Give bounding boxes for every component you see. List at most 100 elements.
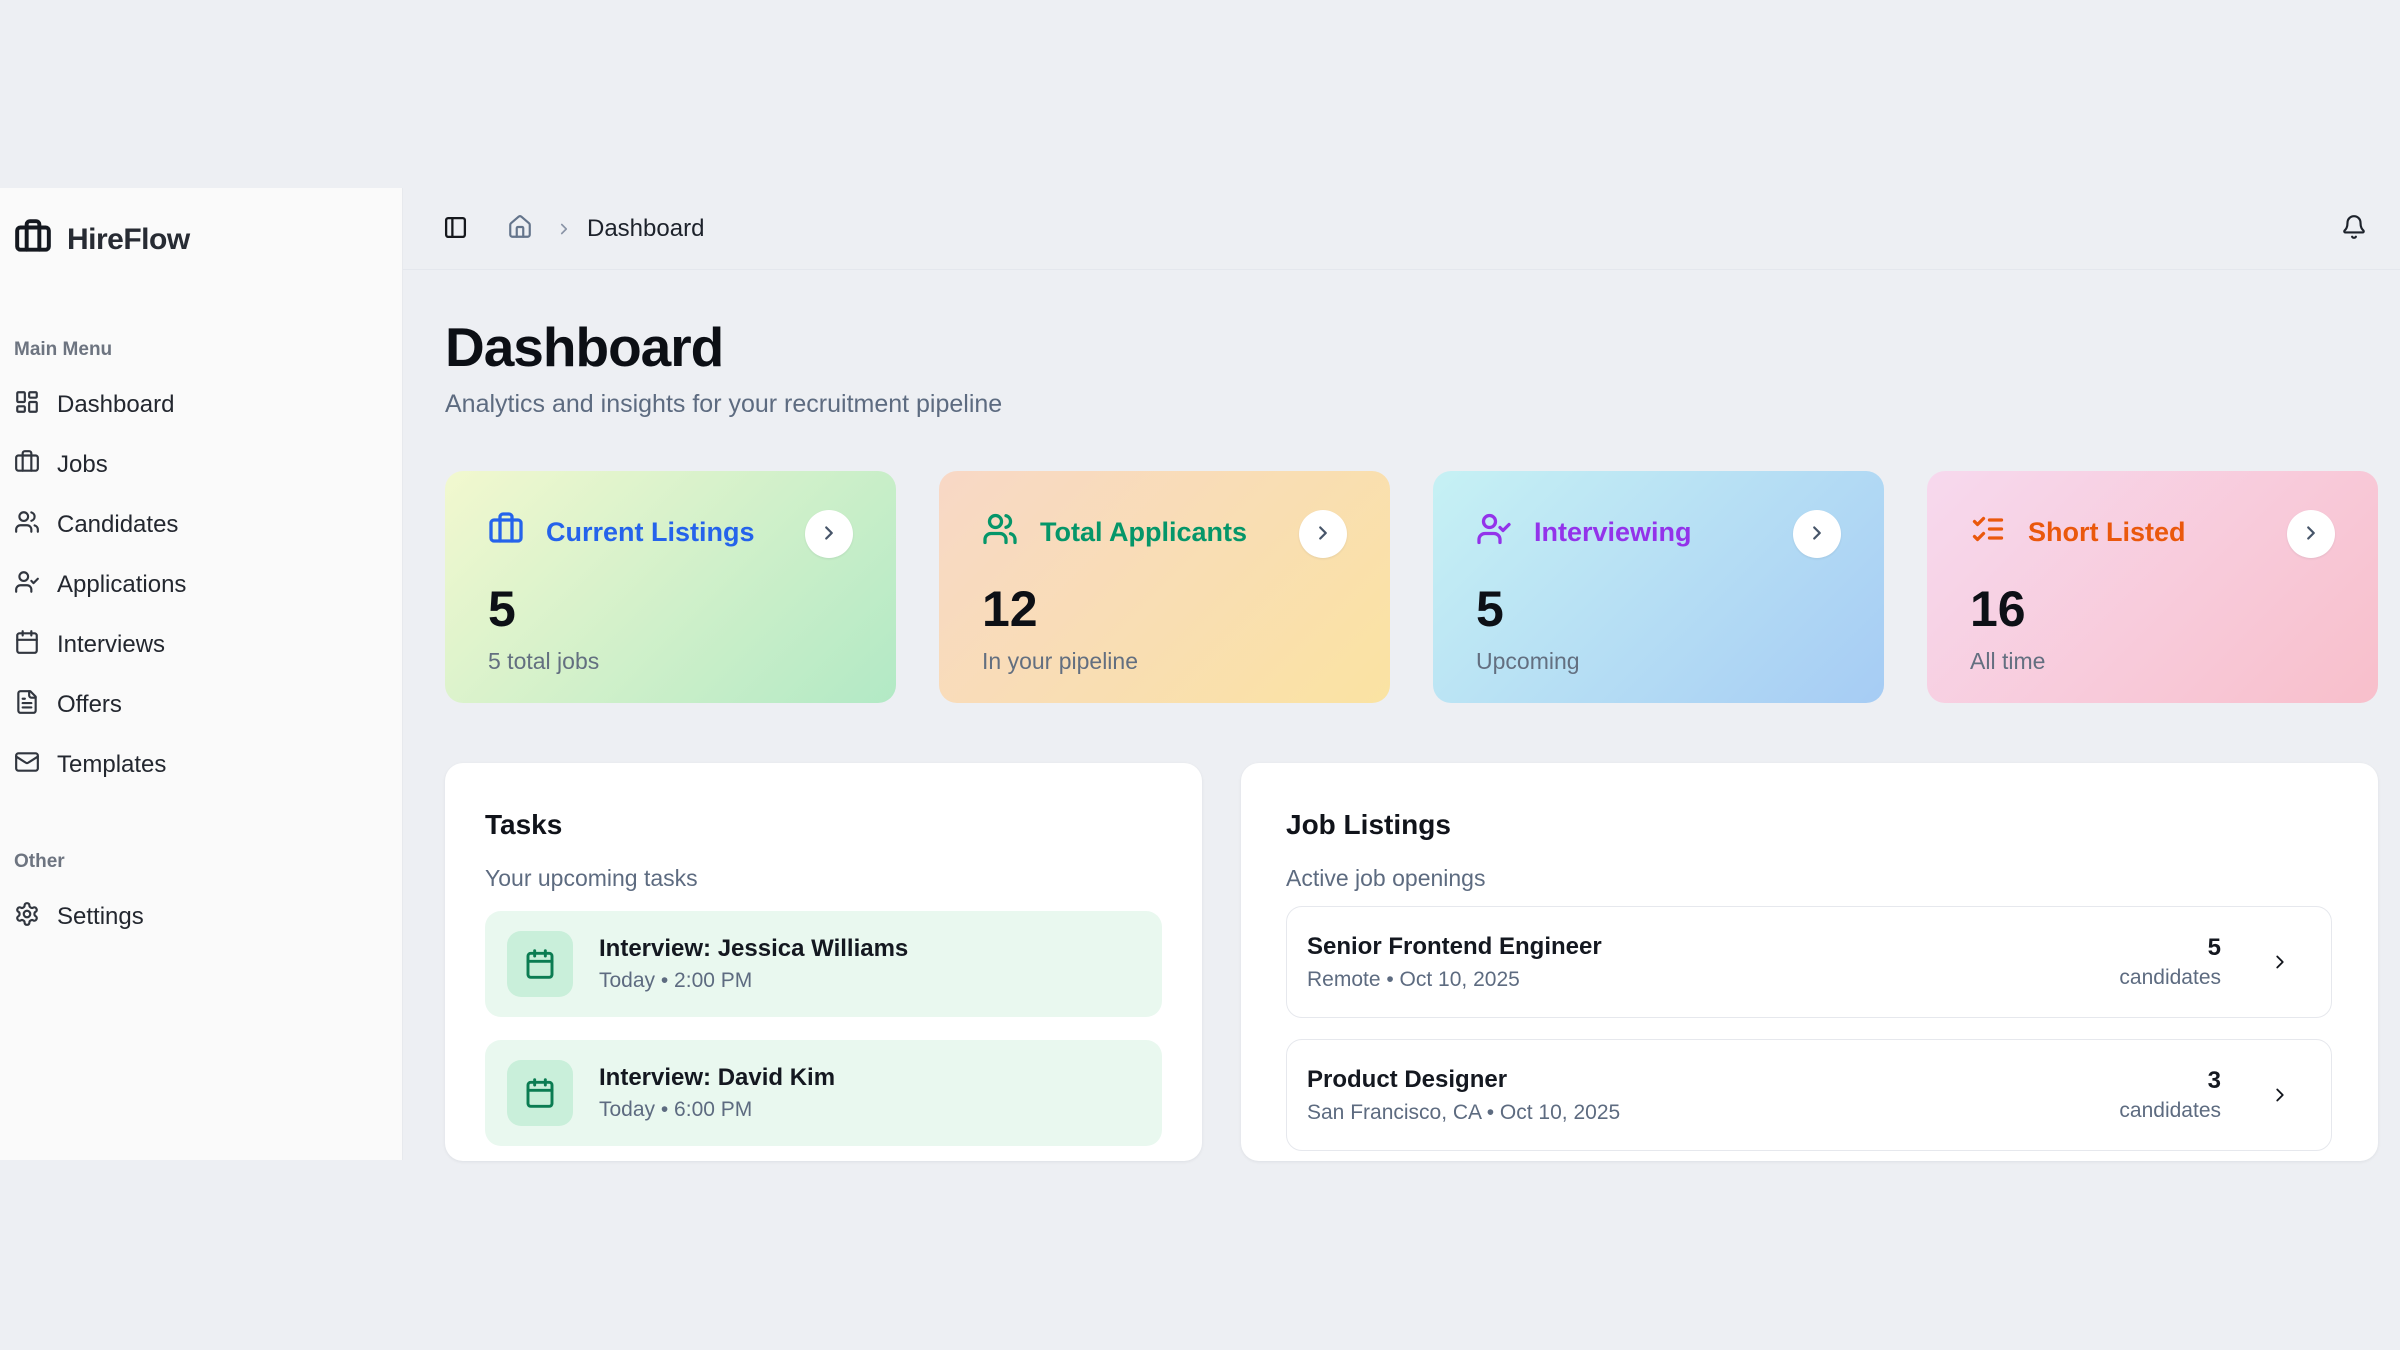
calendar-icon: [507, 1060, 573, 1127]
calendar-icon: [507, 931, 573, 998]
stat-card-header: Total Applicants: [982, 511, 1347, 554]
chevron-right-icon: [1312, 522, 1334, 547]
stats-row: Current Listings 5 5 total jobs Total Ap…: [445, 471, 2378, 704]
stat-card-interviewing[interactable]: Interviewing 5 Upcoming: [1433, 471, 1884, 704]
brand-link[interactable]: HireFlow: [12, 218, 392, 261]
sidebar-nav: Main Menu Dashboard Jobs Candidates Appl…: [12, 339, 392, 941]
breadcrumb-home-button[interactable]: [507, 214, 533, 243]
stat-card-header: Interviewing: [1476, 511, 1841, 554]
briefcase-icon: [488, 511, 524, 554]
task-item[interactable]: Interview: David Kim Today • 6:00 PM: [485, 1040, 1162, 1147]
job-list: Senior Frontend Engineer Remote • Oct 10…: [1286, 906, 2332, 1152]
stat-arrow-button[interactable]: [1793, 510, 1841, 559]
job-listings-title: Job Listings: [1286, 809, 1451, 841]
sidebar-item-jobs[interactable]: Jobs: [12, 441, 392, 489]
stat-sublabel: 5 total jobs: [488, 648, 600, 675]
chevron-right-icon: [818, 522, 840, 547]
stat-card-total-applicants[interactable]: Total Applicants 12 In your pipeline: [939, 471, 1390, 704]
panel-left-icon: [443, 215, 468, 243]
stat-arrow-button[interactable]: [2287, 510, 2335, 559]
page-title: Dashboard: [445, 316, 724, 378]
job-text: Product Designer San Francisco, CA • Oct…: [1307, 1066, 2119, 1125]
sidebar-item-label: Candidates: [57, 511, 179, 538]
tasks-subtitle: Your upcoming tasks: [485, 865, 698, 892]
stat-value: 5: [488, 581, 516, 638]
job-meta: Remote • Oct 10, 2025: [1307, 967, 1520, 991]
users-icon: [14, 509, 40, 542]
app-window: HireFlow Main Menu Dashboard Jobs Candid…: [0, 188, 2400, 1162]
sidebar-item-applications[interactable]: Applications: [12, 561, 392, 609]
job-title: Product Designer: [1307, 1065, 1508, 1093]
stat-arrow-button[interactable]: [805, 510, 853, 559]
job-listings-subtitle: Active job openings: [1286, 865, 1486, 892]
tasks-card: Tasks Your upcoming tasks Interview: Jes…: [445, 763, 1202, 1162]
stat-sublabel: In your pipeline: [982, 648, 1138, 675]
nav-section-main-menu: Main Menu: [14, 339, 113, 360]
sidebar-item-offers[interactable]: Offers: [12, 681, 392, 729]
mail-icon: [14, 749, 40, 782]
task-meta: Today • 2:00 PM: [599, 969, 753, 993]
chevron-right-icon: [1806, 522, 1828, 547]
job-listing-row[interactable]: Senior Frontend Engineer Remote • Oct 10…: [1286, 906, 2332, 1019]
job-candidate-count: 3 candidates: [2119, 1067, 2221, 1123]
job-listings-card: Job Listings Active job openings Senior …: [1241, 763, 2378, 1162]
stat-value: 5: [1476, 581, 1504, 638]
calendar-icon: [14, 629, 40, 662]
app-title: HireFlow: [67, 222, 190, 256]
chevron-right-icon: [2269, 1084, 2291, 1106]
users-icon: [982, 511, 1018, 554]
sidebar-item-label: Interviews: [57, 631, 166, 658]
page-subtitle: Analytics and insights for your recruitm…: [445, 390, 1003, 419]
task-list: Interview: Jessica Williams Today • 2:00…: [485, 911, 1162, 1147]
user-check-icon: [14, 569, 40, 602]
briefcase-icon: [14, 449, 40, 482]
sidebar-item-dashboard[interactable]: Dashboard: [12, 381, 392, 429]
home-icon: [507, 214, 533, 243]
notifications-button[interactable]: [2341, 214, 2367, 243]
job-text: Senior Frontend Engineer Remote • Oct 10…: [1307, 933, 2119, 992]
bottom-row: Tasks Your upcoming tasks Interview: Jes…: [445, 763, 2378, 1162]
job-candidate-count: 5 candidates: [2119, 934, 2221, 990]
stat-card-short-listed[interactable]: Short Listed 16 All time: [1927, 471, 2378, 704]
chevron-right-icon: [2269, 951, 2291, 973]
stat-sublabel: All time: [1970, 648, 2046, 675]
chevron-right-icon: [2300, 522, 2322, 547]
gear-icon: [14, 901, 40, 934]
sidebar-item-label: Settings: [57, 903, 144, 930]
task-item[interactable]: Interview: Jessica Williams Today • 2:00…: [485, 911, 1162, 1018]
job-count-label: candidates: [2119, 966, 2221, 990]
sidebar-item-label: Jobs: [57, 451, 108, 478]
job-meta: San Francisco, CA • Oct 10, 2025: [1307, 1100, 1621, 1124]
sidebar-item-label: Dashboard: [57, 391, 175, 418]
sidebar-item-templates[interactable]: Templates: [12, 741, 392, 789]
stat-card-current-listings[interactable]: Current Listings 5 5 total jobs: [445, 471, 896, 704]
breadcrumb-current[interactable]: Dashboard: [587, 214, 705, 242]
top-bar: Dashboard: [403, 188, 2400, 270]
stat-card-header: Current Listings: [488, 511, 853, 554]
sidebar-item-settings[interactable]: Settings: [12, 893, 392, 941]
stat-arrow-button[interactable]: [1299, 510, 1347, 559]
sidebar-toggle-button[interactable]: [443, 215, 468, 243]
nav-section-other: Other: [14, 851, 65, 872]
task-meta: Today • 6:00 PM: [599, 1098, 753, 1122]
task-text: Interview: David Kim Today • 6:00 PM: [599, 1064, 835, 1122]
list-checks-icon: [1970, 511, 2006, 554]
stat-label: Short Listed: [2028, 517, 2186, 548]
stat-sublabel: Upcoming: [1476, 648, 1580, 675]
task-text: Interview: Jessica Williams Today • 2:00…: [599, 935, 908, 993]
dashboard-grid-icon: [14, 389, 40, 422]
sidebar: HireFlow Main Menu Dashboard Jobs Candid…: [0, 188, 403, 1160]
stat-value: 16: [1970, 581, 2026, 638]
file-text-icon: [14, 689, 40, 722]
sidebar-item-interviews[interactable]: Interviews: [12, 621, 392, 669]
job-count-value: 5: [2207, 934, 2221, 962]
stat-label: Total Applicants: [1040, 517, 1248, 548]
task-title: Interview: David Kim: [599, 1064, 836, 1092]
job-listing-row[interactable]: Product Designer San Francisco, CA • Oct…: [1286, 1039, 2332, 1152]
stat-label: Current Listings: [546, 517, 755, 548]
sidebar-item-candidates[interactable]: Candidates: [12, 501, 392, 549]
stat-card-header: Short Listed: [1970, 511, 2335, 554]
job-title: Senior Frontend Engineer: [1307, 932, 1602, 960]
briefcase-logo-icon: [14, 218, 52, 261]
